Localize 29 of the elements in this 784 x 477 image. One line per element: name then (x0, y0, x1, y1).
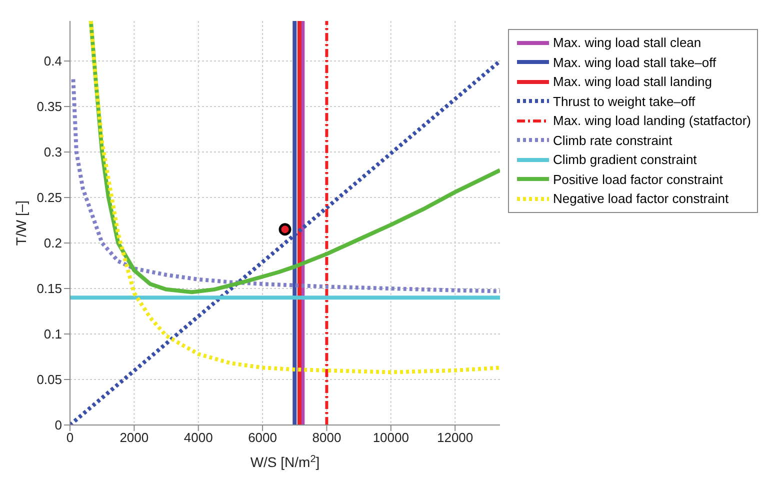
y-tick-label: 0 (54, 418, 62, 433)
x-tick-label: 2000 (120, 430, 149, 446)
legend-label: Max. wing load stall take–off (553, 54, 716, 70)
y-tick-label: 0.05 (36, 372, 62, 388)
y-tick-label: 0.2 (44, 236, 62, 251)
line-series (71, 77, 500, 294)
x-tick-label: 4000 (184, 430, 213, 446)
y-tick-label: 0.35 (36, 99, 62, 114)
legend-label: Max. wing load stall landing (553, 74, 712, 90)
legend-label: Max. wing load stall clean (553, 35, 702, 50)
legend-label: Climb rate constraint (553, 132, 672, 148)
legend-label: Negative load factor constraint (553, 191, 729, 206)
line-series (88, 21, 500, 374)
y-tick-label: 0.4 (44, 54, 62, 69)
legend-label: Max. wing load landing (statfactor) (553, 113, 751, 128)
x-tick-label: 0 (66, 430, 74, 446)
y-tick-label: 0.1 (44, 326, 62, 342)
legend-label: Positive load factor constraint (553, 172, 723, 187)
y-axis-title: T/W [–] (13, 200, 29, 246)
x-axis-title: W/S [N/m$^{2}$] (250, 454, 320, 470)
x-tick-label: 8000 (312, 430, 342, 446)
legend-label: Climb gradient constraint (553, 152, 697, 168)
y-tick-label: 0.15 (36, 281, 62, 296)
y-tick-label: 0.3 (44, 144, 62, 160)
x-tick-label: 10000 (372, 430, 409, 446)
x-tick-label: 12000 (436, 430, 474, 446)
legend-label: Thrust to weight take–off (553, 94, 696, 109)
x-tick-label: 6000 (248, 430, 277, 446)
y-tick-label: 0.25 (36, 190, 62, 206)
